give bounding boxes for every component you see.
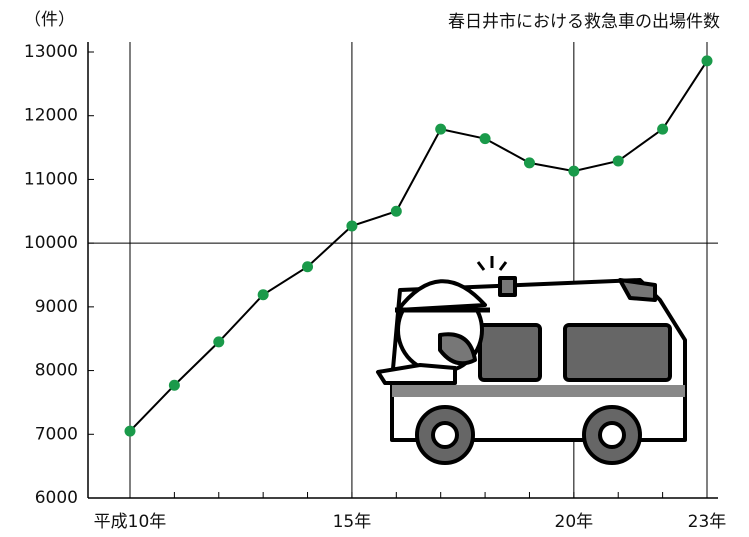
y-tick-label: 8000 (35, 361, 78, 381)
y-tick-label: 7000 (35, 424, 78, 444)
y-tick-label: 12000 (24, 106, 78, 126)
ambulance-illustration (378, 256, 685, 463)
data-point (169, 380, 180, 391)
x-tick-label: 23年 (688, 512, 727, 532)
data-point (702, 55, 713, 66)
data-point (346, 220, 357, 231)
y-axis-label: （件） (24, 10, 75, 30)
chart-title: 春日井市における救急車の出場件数 (448, 12, 720, 32)
x-tick-label: 平成10年 (94, 512, 167, 532)
y-tick-label: 13000 (24, 42, 78, 62)
data-point (524, 157, 535, 168)
data-point (258, 289, 269, 300)
data-point (613, 155, 624, 166)
data-point (302, 261, 313, 272)
y-tick-label: 9000 (35, 297, 78, 317)
data-point (213, 336, 224, 347)
x-tick-label: 15年 (333, 512, 372, 532)
data-point (568, 166, 579, 177)
data-point (125, 426, 136, 437)
data-point (480, 133, 491, 144)
data-point (657, 124, 668, 135)
data-point (435, 124, 446, 135)
y-tick-label: 11000 (24, 169, 78, 189)
chart: （件） 春日井市における救急車の出場件数 6000 7000 8000 9000 100… (0, 0, 749, 533)
x-tick-label: 20年 (555, 512, 594, 532)
y-tick-label: 10000 (24, 233, 78, 253)
data-point (391, 206, 402, 217)
y-tick-label: 6000 (35, 488, 78, 508)
